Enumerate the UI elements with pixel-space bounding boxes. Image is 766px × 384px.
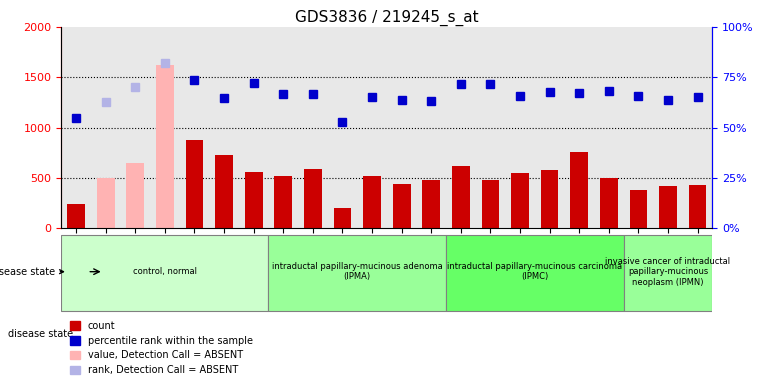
Bar [511, 173, 529, 228]
Bar [659, 186, 677, 228]
Bar [245, 172, 263, 228]
Bar [630, 190, 647, 228]
Bar [541, 170, 558, 228]
FancyBboxPatch shape [624, 235, 712, 311]
Bar [452, 166, 470, 228]
Legend: count, percentile rank within the sample, value, Detection Call = ABSENT, rank, : count, percentile rank within the sample… [66, 317, 257, 379]
Bar [215, 155, 233, 228]
Bar [571, 152, 588, 228]
Bar [304, 169, 322, 228]
Bar [126, 163, 144, 228]
Text: disease state: disease state [8, 329, 73, 339]
FancyBboxPatch shape [268, 235, 446, 311]
Text: control, normal: control, normal [133, 267, 197, 276]
FancyBboxPatch shape [446, 235, 624, 311]
Bar [482, 180, 499, 228]
Text: intraductal papillary-mucinous carcinoma
(IPMC): intraductal papillary-mucinous carcinoma… [447, 262, 622, 281]
Title: GDS3836 / 219245_s_at: GDS3836 / 219245_s_at [295, 9, 479, 25]
Text: intraductal papillary-mucinous adenoma
(IPMA): intraductal papillary-mucinous adenoma (… [272, 262, 443, 281]
FancyBboxPatch shape [61, 235, 268, 311]
Bar [600, 178, 617, 228]
Bar [156, 65, 174, 228]
Bar [689, 185, 706, 228]
Bar [185, 140, 203, 228]
Text: invasive cancer of intraductal
papillary-mucinous
neoplasm (IPMN): invasive cancer of intraductal papillary… [605, 257, 731, 286]
Text: disease state: disease state [0, 266, 64, 277]
Bar [274, 176, 292, 228]
Bar [422, 180, 440, 228]
Bar [97, 178, 115, 228]
Bar [333, 208, 352, 228]
Bar [363, 176, 381, 228]
Bar [393, 184, 411, 228]
Bar [67, 204, 85, 228]
